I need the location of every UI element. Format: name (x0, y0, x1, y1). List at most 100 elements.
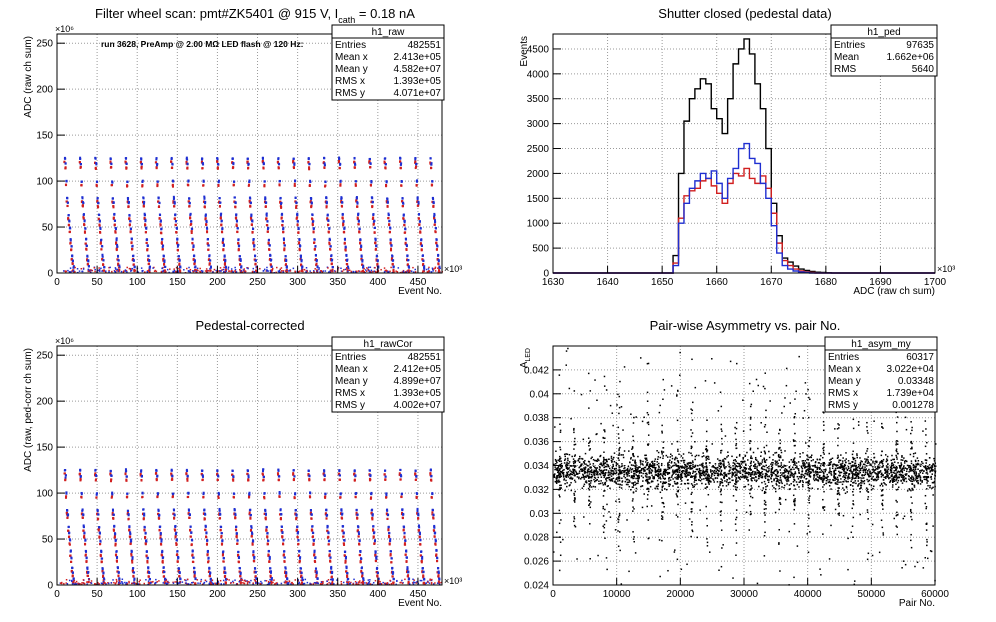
data-point (420, 550, 423, 553)
data-point (152, 580, 154, 583)
data-point (399, 468, 402, 471)
data-point (270, 580, 273, 583)
data-point (710, 477, 712, 479)
data-point (392, 265, 395, 268)
data-point (356, 202, 359, 205)
data-point (125, 479, 128, 482)
data-point (157, 516, 160, 519)
y-tick-label: 100 (36, 177, 53, 188)
data-point (230, 270, 233, 273)
data-point (154, 269, 157, 272)
panel-ped: Shutter closed (pedestal data)1630 1640 16… (519, 6, 955, 297)
data-point (402, 202, 405, 205)
data-point (79, 475, 82, 478)
data-point (122, 582, 124, 585)
data-point (246, 581, 249, 583)
data-point (255, 269, 258, 272)
data-point (340, 512, 343, 515)
data-point (407, 571, 410, 574)
data-point (82, 536, 85, 539)
data-point (255, 581, 257, 584)
data-point (133, 571, 136, 574)
data-point (329, 578, 332, 581)
data-point (278, 513, 281, 516)
data-point (68, 542, 71, 545)
y-tick-label: 250 (36, 39, 53, 50)
data-point (278, 183, 281, 186)
data-point (350, 271, 352, 274)
data-point (178, 263, 181, 266)
data-point (232, 162, 235, 165)
data-point (133, 582, 136, 585)
data-point (118, 264, 121, 267)
x-axis-exponent: ×10³ (444, 576, 462, 586)
data-point (232, 580, 234, 583)
data-point (282, 553, 285, 556)
data-point (374, 247, 377, 250)
data-point (437, 258, 440, 261)
data-point (238, 556, 241, 559)
data-point (312, 583, 315, 585)
data-point (76, 268, 79, 270)
data-point (264, 509, 267, 512)
data-point (196, 579, 199, 581)
data-point (292, 469, 295, 472)
data-point (108, 269, 110, 272)
data-point (165, 583, 168, 585)
data-point (373, 542, 376, 545)
data-point (376, 566, 379, 569)
data-point (67, 526, 70, 529)
data-point (155, 270, 158, 273)
data-point (251, 540, 254, 543)
data-point (262, 161, 265, 164)
data-point (282, 539, 285, 542)
data-point (218, 517, 221, 520)
data-point (323, 496, 326, 499)
data-point (225, 270, 227, 272)
data-point (145, 555, 148, 558)
data-point (425, 268, 428, 271)
data-point (267, 239, 270, 242)
data-point (191, 581, 194, 584)
data-point (328, 241, 331, 244)
data-point (402, 213, 405, 216)
data-point (267, 550, 270, 553)
data-point (65, 492, 68, 495)
data-point (178, 269, 181, 272)
data-point (96, 509, 99, 512)
data-point (72, 266, 75, 269)
data-point (114, 231, 117, 234)
data-point (205, 271, 208, 273)
data-point (68, 220, 71, 223)
data-point (129, 268, 132, 271)
data-point (353, 470, 356, 473)
data-point (317, 582, 320, 585)
data-point (361, 575, 364, 578)
data-point (98, 224, 101, 227)
data-point (128, 217, 131, 220)
data-point (264, 512, 267, 515)
data-point (373, 539, 376, 542)
data-point (344, 246, 347, 249)
data-point (403, 535, 406, 538)
panel-raw: Filter wheel scan: pmt#ZK5401 @ 915 V, I… (23, 6, 462, 297)
data-point (172, 582, 175, 584)
data-point (330, 258, 333, 261)
stats-row-label: RMS x (335, 388, 365, 399)
data-point (341, 517, 344, 520)
data-point (208, 254, 211, 257)
data-point (385, 181, 388, 184)
data-point (261, 582, 263, 584)
data-point (287, 582, 290, 585)
data-point (158, 529, 161, 532)
data-point (283, 550, 286, 553)
data-point (273, 579, 275, 581)
data-point (376, 575, 379, 578)
data-point (232, 479, 235, 482)
data-point (338, 474, 341, 477)
data-point (343, 554, 346, 557)
data-point (115, 560, 118, 563)
data-point (280, 529, 283, 532)
data-point (280, 205, 283, 208)
data-point (373, 226, 376, 229)
